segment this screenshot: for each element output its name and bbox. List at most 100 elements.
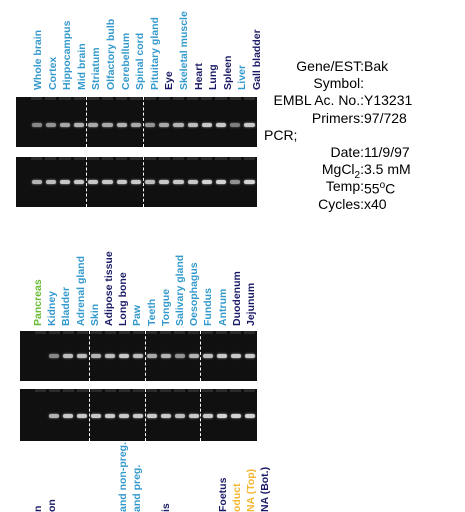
lane-label	[144, 432, 158, 512]
gel-band	[215, 180, 227, 184]
lane-label: Hippocampus	[59, 10, 73, 90]
lane-label: oduct	[229, 432, 243, 512]
gel-band	[133, 414, 143, 418]
gel-well	[216, 389, 228, 392]
gel-band	[173, 123, 184, 127]
lane-label-text: Pancreas	[32, 279, 44, 326]
gel-well	[76, 389, 88, 392]
lane-label: NA (Bot.)	[257, 432, 271, 512]
info-row: Gene/EST: Bak	[264, 58, 464, 75]
lane-label-text: Hippocampus	[61, 20, 74, 90]
gel-well	[202, 389, 214, 392]
info-value: 97/728	[364, 109, 407, 126]
lane-label: Eye	[161, 10, 175, 90]
lane-divider	[88, 389, 90, 441]
gel-band	[74, 180, 85, 184]
lane-label-text: Salivary gland	[174, 254, 186, 326]
lane-label-text: and preg.	[131, 464, 144, 512]
gel-band	[187, 180, 198, 184]
info-row: Date: 11/9/97	[264, 144, 464, 161]
info-value: Y13231	[364, 92, 413, 109]
gel-well	[104, 389, 116, 392]
gel-band	[145, 180, 156, 184]
gel-well	[229, 97, 241, 100]
lane-label-text: Liver	[236, 64, 249, 90]
gel-band	[105, 354, 116, 358]
lane-label	[186, 432, 200, 512]
gel-well	[35, 331, 46, 334]
panel2-gel-bottom	[20, 389, 257, 441]
gel-band	[202, 354, 213, 358]
gel-well	[160, 389, 172, 392]
lane-label-text: Foetus	[216, 477, 229, 512]
gel-well	[158, 97, 170, 100]
lane-label: Gall bladder	[249, 10, 263, 90]
gel-well	[243, 157, 255, 160]
gel-well	[101, 157, 114, 160]
gel-band	[116, 180, 127, 184]
gel-well	[187, 157, 199, 160]
lane-label-text: Duodenum	[230, 271, 243, 326]
gel-well	[160, 331, 172, 334]
gel-well	[174, 331, 186, 334]
info-row: Symbol:	[264, 75, 464, 92]
info-key: EMBL Ac. No.:	[273, 92, 364, 109]
lane-label: Liver	[234, 10, 248, 90]
lane-label: Jejunum	[243, 246, 257, 326]
lane-label-text: Spinal cord	[134, 32, 147, 90]
gel-well	[172, 157, 185, 160]
gel-well	[215, 157, 227, 160]
gel-well	[35, 389, 46, 392]
gel-band	[244, 180, 255, 184]
gel-well	[59, 97, 71, 100]
lane-label	[87, 432, 101, 512]
gel-band	[159, 123, 170, 127]
lane-label: Lung	[205, 10, 219, 90]
gel-well	[144, 97, 156, 100]
lane-label-text: Cortex	[46, 56, 59, 90]
panel1-gel-bottom	[16, 157, 257, 207]
gel-well	[229, 157, 241, 160]
lane-label-text: Striatum	[90, 47, 103, 90]
info-value: x40	[364, 195, 387, 212]
gel-band	[174, 414, 185, 418]
gel-well	[31, 157, 43, 160]
lane-label-text: Cerebellum	[119, 32, 132, 90]
lane-label: Salivary gland	[172, 246, 186, 326]
lane-label-text: Lung	[207, 64, 220, 90]
gel-well	[73, 97, 85, 100]
info-row: Primers: 97/728	[264, 110, 464, 127]
gel-band	[202, 414, 213, 418]
gel-well	[116, 97, 128, 100]
lane-label: is	[158, 432, 172, 512]
lane-label-text: Eye	[163, 71, 176, 90]
info-value: 55oC	[364, 180, 396, 198]
lane-label-text: on	[46, 499, 59, 512]
lane-label: Pancreas	[30, 246, 44, 326]
lane-label-text: NA (Top)	[245, 468, 257, 512]
lane-label: Adrenal gland	[73, 246, 87, 326]
lane-label-text: Whole brain	[32, 29, 44, 90]
gel-well	[62, 331, 74, 334]
info-key: MgCl2:	[321, 161, 364, 181]
gel-band	[216, 414, 227, 418]
gel-band	[174, 354, 185, 358]
lane-label-text: NA (Bot.)	[259, 466, 272, 512]
lane-label: Skin	[87, 246, 101, 326]
lane-label: and preg.	[129, 432, 143, 512]
gel-band	[102, 180, 113, 184]
gel-well	[118, 389, 130, 392]
gel-well	[146, 389, 158, 392]
gel-band	[116, 123, 127, 127]
info-row: Cycles: x40	[264, 196, 464, 213]
gel-well	[230, 331, 242, 334]
gel-band	[91, 414, 102, 418]
gel-band	[63, 354, 74, 358]
lane-label-text: oduct	[230, 483, 243, 512]
info-value: 3.5 mM	[364, 161, 411, 178]
gel-band	[59, 180, 71, 184]
info-row: PCR;	[264, 127, 464, 144]
lane-label	[58, 432, 72, 512]
lane-label: Fundus	[200, 246, 214, 326]
gel-well	[174, 389, 186, 392]
